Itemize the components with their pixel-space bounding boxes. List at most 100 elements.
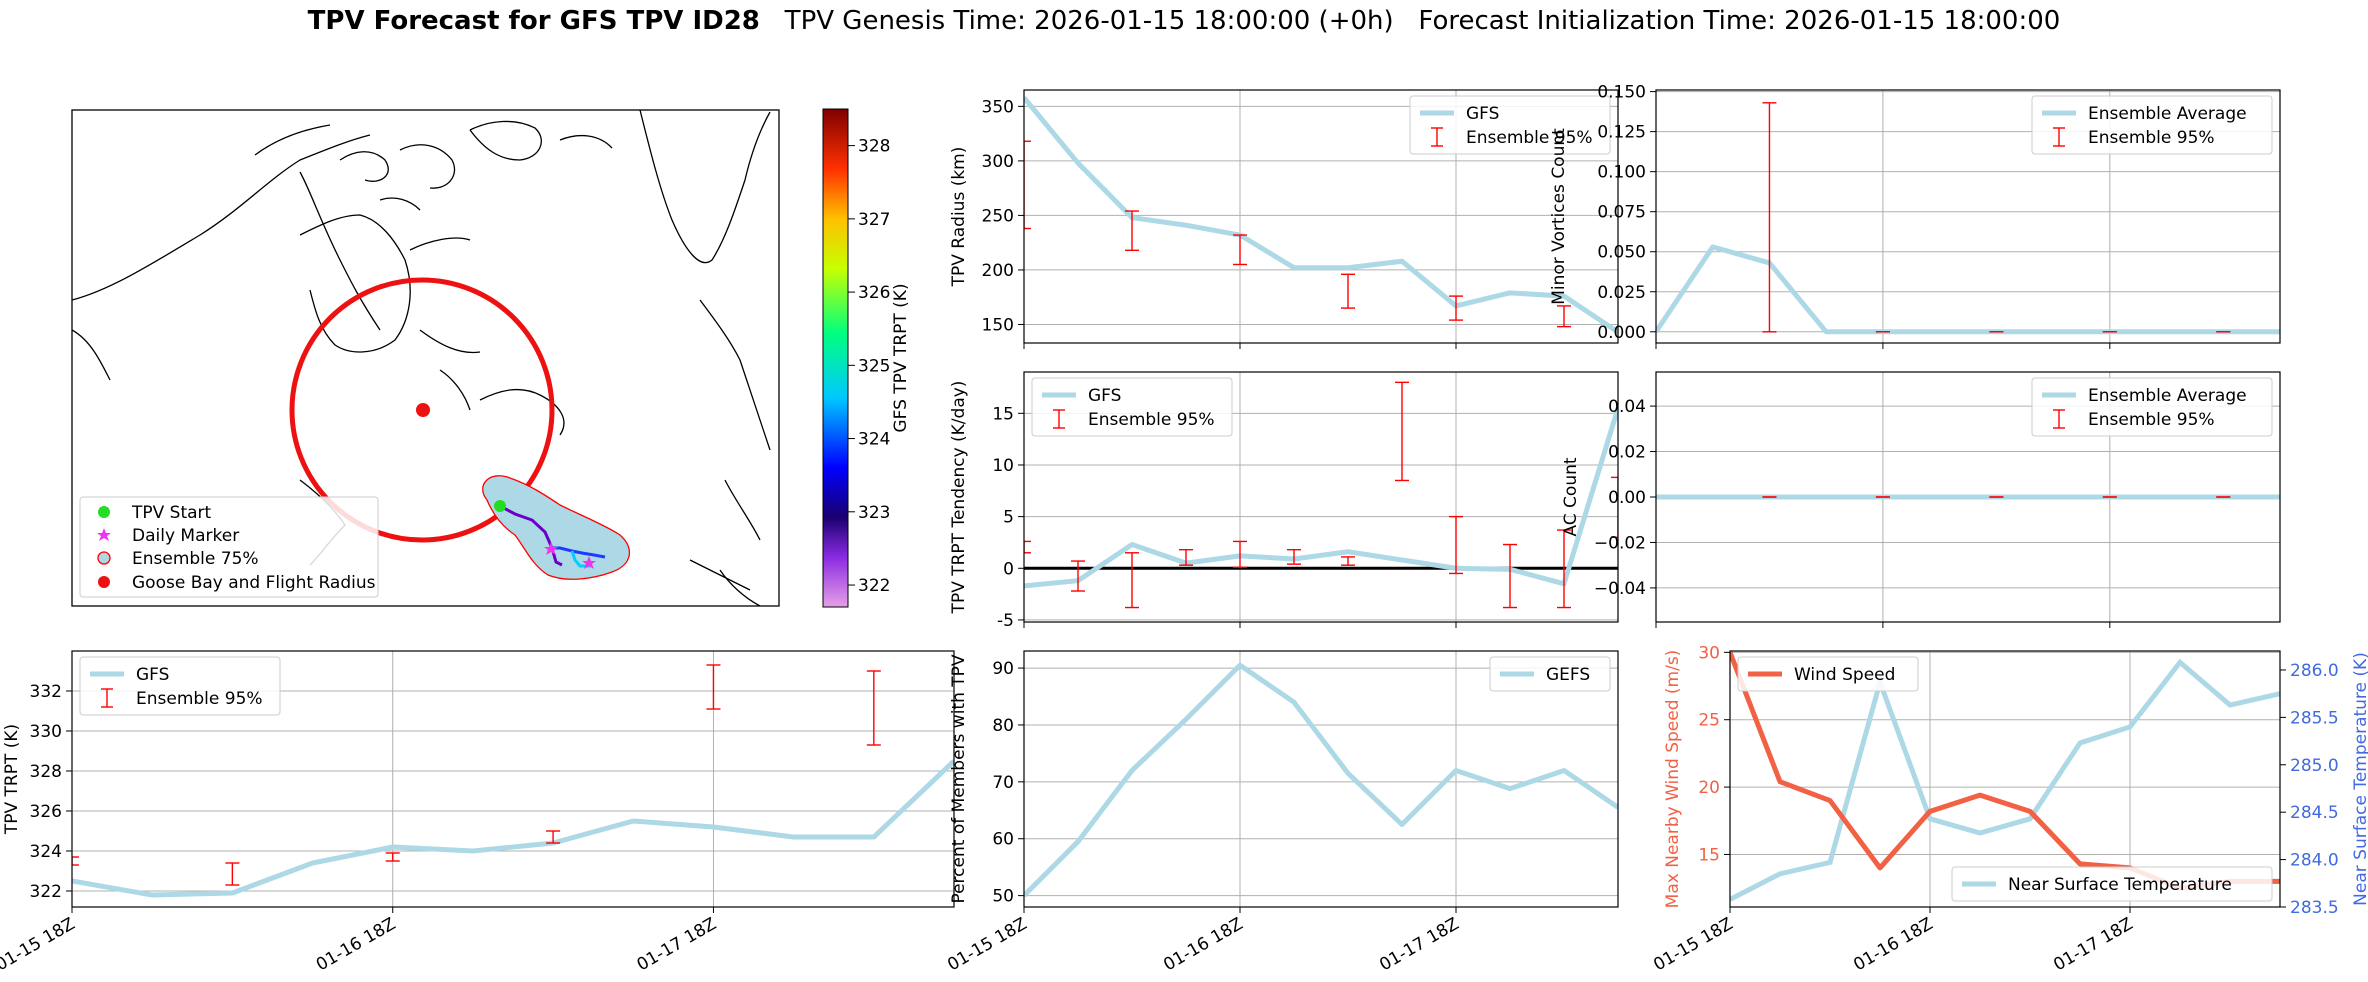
y-axis-label-trpt: TPV TRPT (K): [2, 724, 22, 835]
y-tick-label-0: 0.000: [1597, 323, 1646, 343]
x-tick-label-0: 01-15 18Z: [944, 914, 1030, 975]
errorbar-8: [1449, 515, 1463, 575]
y-tick-label-4: 350: [982, 97, 1014, 117]
goose-bay-marker: [416, 403, 430, 417]
legend-box: [1951, 866, 2273, 902]
y-tick-label-1: 20: [1698, 778, 1720, 798]
right-tick-label-2: 284.5: [2290, 803, 2339, 823]
y-tick-label-1: 200: [982, 261, 1014, 281]
y-tick-label-3: 30: [1698, 643, 1720, 663]
coastline-greenland: [639, 110, 771, 264]
y-tick-label-2: 5: [1003, 508, 1014, 528]
y-tick-label-0: 150: [982, 315, 1014, 335]
legend-label-1: Ensemble 95%: [2088, 128, 2215, 148]
coastline-north-america: [72, 134, 381, 381]
legend-minor-upper-right: Ensemble Average Ensemble 95%: [2031, 95, 2273, 155]
legend-label-0: Ensemble Average: [2088, 386, 2247, 406]
x-tick-label-2: 01-17 18Z: [2050, 914, 2136, 975]
y-tick-label-2: 25: [1698, 711, 1720, 731]
x-tick-label-0: 01-15 18Z: [0, 914, 79, 975]
ensemble-75-region: [482, 475, 630, 580]
legend-label-1: Ensemble 95%: [1466, 128, 1593, 148]
errorbar-1: [1071, 560, 1085, 592]
legend-errorbar-icon: [1431, 127, 1443, 147]
x-tick-label-1: 01-16 18Z: [313, 914, 399, 975]
tpv-start-marker: [494, 500, 506, 512]
figure-title-bold: TPV Forecast for GFS TPV ID28: [307, 6, 760, 36]
y-tick-label-4: 15: [992, 404, 1014, 424]
x-tick-label-0: 01-15 18Z: [1650, 914, 1736, 975]
legend-errorbar-icon: [2053, 409, 2065, 429]
errorbar-0: [1762, 102, 1777, 333]
errorbar-11: [1611, 476, 1618, 538]
chart-frame-wind_temp: [1729, 650, 2281, 908]
legend-errorbar-icon: [1053, 409, 1065, 429]
y-tick-label-3: 300: [982, 152, 1014, 172]
legend-label-1: Ensemble 95%: [1088, 410, 1215, 430]
chart-frame-members: [1023, 650, 1619, 908]
legend-label-0: Wind Speed: [1794, 665, 1895, 685]
y-tick-label-1: 0.025: [1597, 283, 1646, 303]
chart-plot-radius: [1024, 96, 1618, 335]
y-tick-label-2: 250: [982, 206, 1014, 226]
legend-radius-upper-right: GFS Ensemble 95%: [1409, 95, 1611, 155]
y-tick-label-5: 0.125: [1597, 123, 1646, 143]
series-line-radius: [1024, 96, 1618, 335]
errorbar-5: [1557, 305, 1571, 328]
tpv-track: [499, 504, 563, 567]
errorbar-4: [1449, 295, 1463, 321]
map-legend-ensemble: Ensemble 75%: [132, 549, 259, 569]
x-tick-label-1: 01-16 18Z: [1160, 914, 1246, 975]
y-axis-label-wind_temp: Max Nearby Wind Speed (m/s): [1663, 650, 1683, 909]
legend-label-0: GFS: [1088, 386, 1121, 406]
chart-minor: 0.000 0.025 0.050 0.075 0.100 0.125 0.150 Minor…: [1549, 83, 2281, 349]
errorbar-9: [1503, 543, 1517, 609]
coastline-labrador: [439, 369, 565, 436]
right-tick-label-1: 284.0: [2290, 851, 2339, 871]
x-tick-label-2: 01-17 18Z: [634, 914, 720, 975]
legend-label-1: Ensemble 95%: [136, 689, 263, 709]
errorbar-1: [225, 862, 240, 886]
chart-frame-trpt: [71, 650, 955, 908]
figure-title-rest: TPV Genesis Time: 2026-01-15 18:00:00 (+…: [759, 6, 2061, 36]
legend-ac-upper-right: Ensemble Average Ensemble 95%: [2031, 377, 2273, 437]
errorbar-0: [72, 856, 79, 866]
legend-goose-bay-icon: [98, 576, 110, 588]
legend-ensemble-icon: [97, 551, 111, 565]
chart-grid-minor: [1656, 90, 2280, 343]
y-tick-label-3: 328: [30, 762, 62, 782]
y-tick-label-4: 330: [30, 722, 62, 742]
daily-marker-1: [544, 542, 558, 555]
errorbar-4: [706, 664, 721, 710]
legend-label-0: GFS: [136, 665, 169, 685]
chart-frame-minor: [1655, 89, 2281, 344]
y-tick-label-1: 60: [992, 830, 1014, 850]
chart-wind_temp: 283.5 284.0 284.5 285.0 285.5 286.0 Near Surfa…: [1650, 643, 2368, 975]
coastline-arctic-islands: [254, 120, 613, 211]
y-tick-label-0: −0.04: [1594, 579, 1646, 599]
legend-errorbar-icon: [101, 688, 113, 708]
legend-tendency-upper-left: GFS Ensemble 95%: [1031, 377, 1233, 437]
y-tick-label-1: 324: [30, 842, 62, 862]
legend-members-upper-right: GEFS: [1489, 656, 1611, 692]
colorbar-tick-label-0: 322: [858, 576, 890, 596]
legend-errorbar-icon: [2053, 127, 2065, 147]
errorbar-0: [1024, 540, 1031, 554]
errorbar-7: [1395, 381, 1409, 482]
legend-wind_temp-upper-left: Wind Speed: [1737, 656, 1919, 692]
y-tick-label-2: 0.050: [1597, 243, 1646, 263]
y-tick-label-2: 326: [30, 802, 62, 822]
y-tick-label-0: 50: [992, 887, 1014, 907]
errorbar-2: [385, 852, 400, 862]
chart-plot-trpt: [72, 664, 954, 898]
errorbar-5: [866, 670, 881, 746]
y-tick-label-1: 0: [1003, 559, 1014, 579]
legend-wind_temp-lower-right: Near Surface Temperature: [1951, 866, 2273, 902]
legend-trpt-upper-left: GFS Ensemble 95%: [79, 656, 281, 716]
errorbar-3: [1179, 548, 1193, 566]
x-tick-label-1: 01-16 18Z: [1850, 914, 1936, 975]
goose-bay-flight-radius: [289, 277, 555, 543]
right-axis-label: Near Surface Temperature (K): [2351, 652, 2368, 906]
legend-label-1: Ensemble 95%: [2088, 410, 2215, 430]
series-line-members: [1024, 662, 1618, 898]
